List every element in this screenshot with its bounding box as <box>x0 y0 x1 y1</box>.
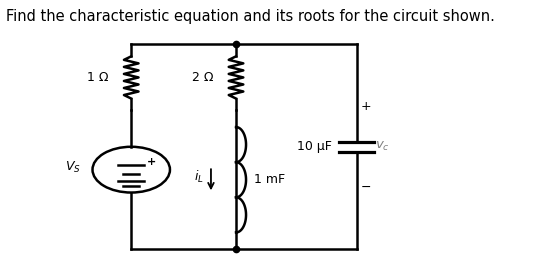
Text: $i_L$: $i_L$ <box>195 169 204 185</box>
Text: Find the characteristic equation and its roots for the circuit shown.: Find the characteristic equation and its… <box>6 10 495 24</box>
Text: 2 Ω: 2 Ω <box>192 71 213 84</box>
Text: $V_S$: $V_S$ <box>65 159 81 175</box>
Text: 1 Ω: 1 Ω <box>87 71 108 84</box>
Text: 10 μF: 10 μF <box>297 140 332 153</box>
Text: 1 mF: 1 mF <box>254 173 285 186</box>
Text: −: − <box>361 181 371 194</box>
Text: +: + <box>147 157 156 167</box>
Text: $v_c$: $v_c$ <box>375 140 390 153</box>
Text: +: + <box>361 100 371 113</box>
